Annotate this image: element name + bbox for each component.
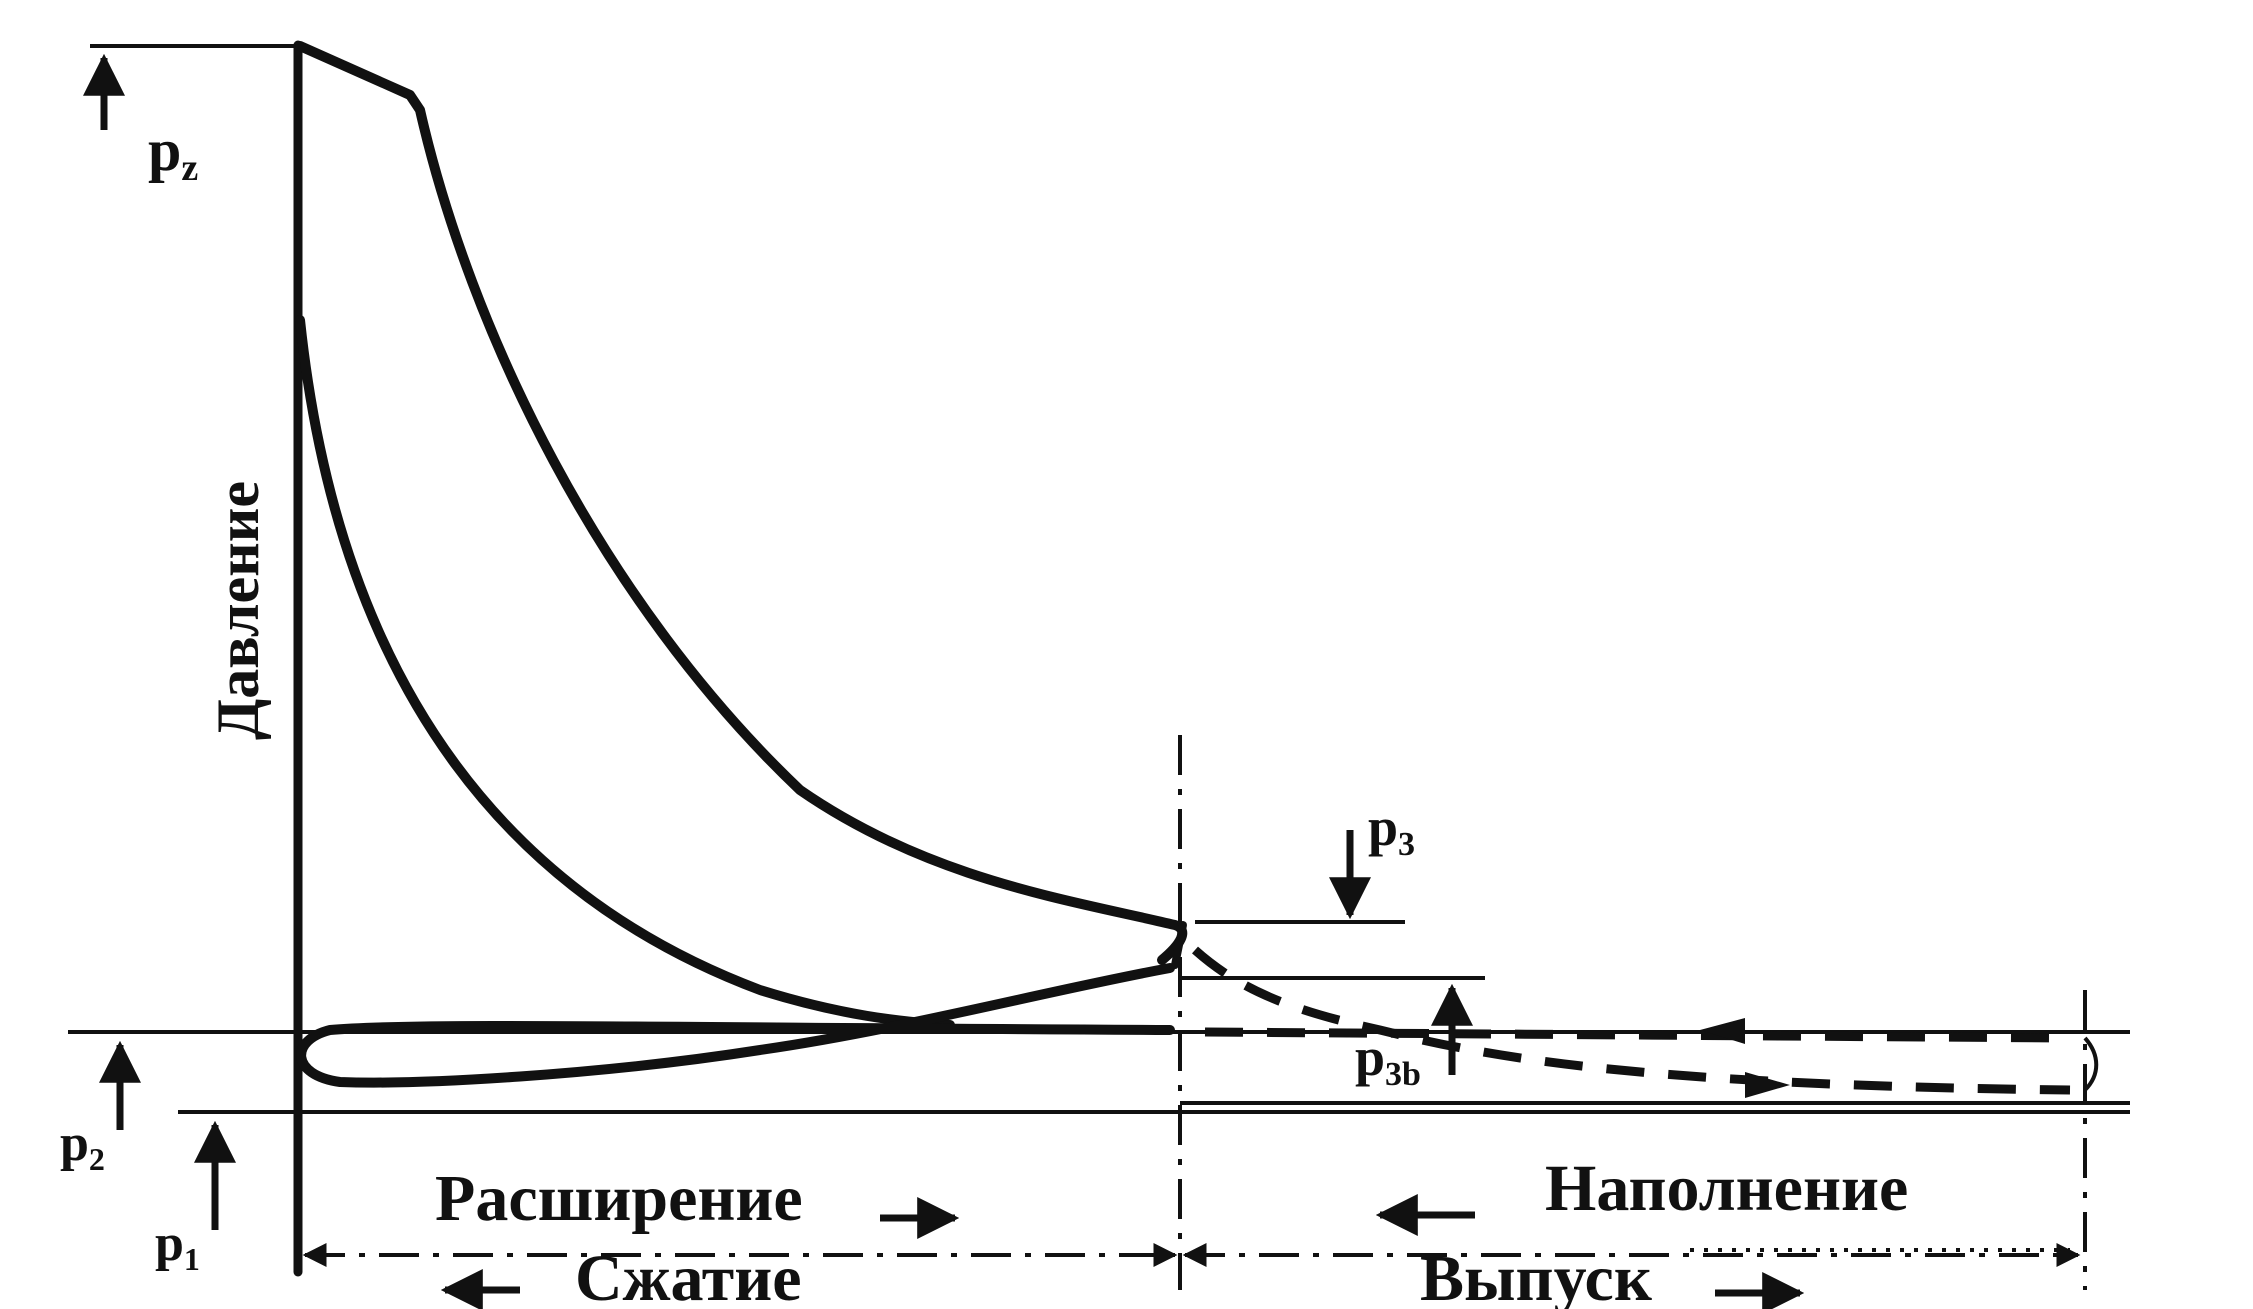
exhaust-dashed-line: [1192, 946, 2071, 1095]
p1-label: p1: [155, 1215, 200, 1277]
expansion-curve: [295, 41, 1188, 965]
exhaust-label: Выпуск: [1420, 1242, 1652, 1309]
pump-loop-curve: [296, 963, 1175, 1088]
right-bracket: [2083, 1036, 2099, 1092]
filling-label: Наполнение: [1545, 1152, 1908, 1225]
p2-label: p2: [60, 1115, 105, 1177]
intake-arrow-icon: [1700, 1018, 1745, 1044]
exhaust-arrow-icon: [1745, 1072, 1790, 1098]
pz-label: pz: [148, 117, 198, 189]
compression-label: Сжатие: [575, 1242, 802, 1309]
intake-dashed-line: [1204, 1027, 2071, 1043]
expansion-label: Расширение: [435, 1162, 803, 1235]
exhaust-point-mark: [1171, 921, 1187, 969]
compression-curve: [295, 315, 955, 1030]
p3b-label: p3b: [1355, 1027, 1421, 1093]
p3-label: p3: [1368, 797, 1415, 863]
pressure-axis-label: Давление: [205, 481, 271, 740]
